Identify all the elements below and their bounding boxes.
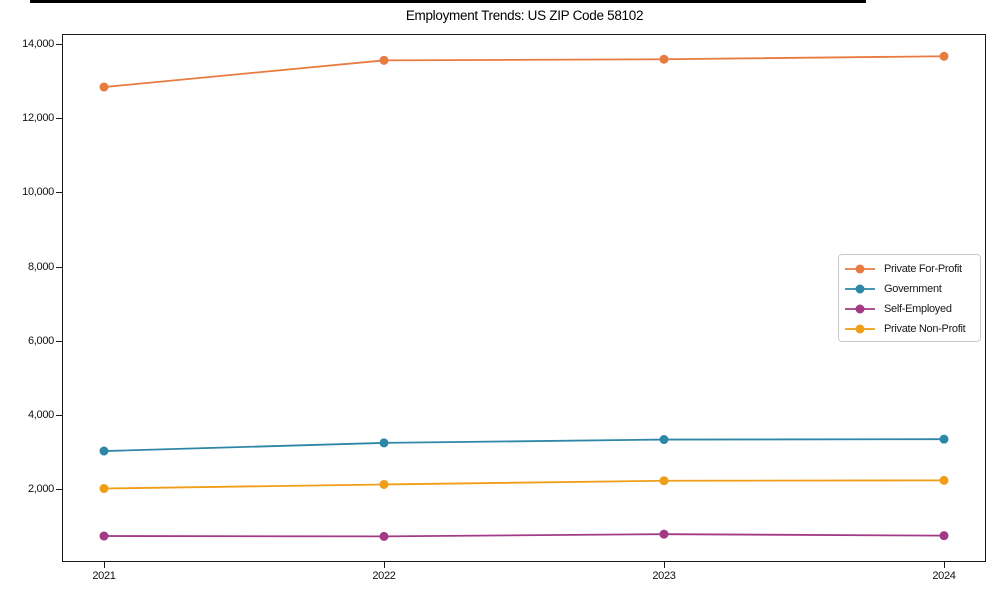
legend-item-private-for-profit: Private For-Profit — [839, 259, 980, 279]
legend-label: Government — [884, 283, 942, 295]
legend-swatch-icon — [845, 304, 875, 314]
top-edge-artifact — [30, 0, 866, 3]
x-tick-mark — [103, 562, 105, 568]
legend-label: Private Non-Profit — [884, 323, 966, 335]
y-tick-mark — [56, 192, 62, 194]
x-tick-label: 2022 — [372, 570, 396, 582]
legend-item-self-employed: Self-Employed — [839, 299, 980, 319]
legend-label: Self-Employed — [884, 303, 952, 315]
legend-label: Private For-Profit — [884, 263, 962, 275]
plot-area — [62, 34, 986, 562]
legend-item-private-non-profit: Private Non-Profit — [839, 319, 980, 339]
legend-item-government: Government — [839, 279, 980, 299]
y-tick-label: 4,000 — [27, 408, 54, 421]
y-tick-label: 8,000 — [27, 260, 54, 273]
y-tick-mark — [56, 340, 62, 342]
x-tick-label: 2024 — [932, 570, 956, 582]
y-tick-label: 10,000 — [22, 186, 54, 199]
x-tick-label: 2021 — [92, 570, 116, 582]
legend-swatch-icon — [845, 324, 875, 334]
y-tick-label: 6,000 — [27, 334, 54, 347]
y-tick-label: 14,000 — [22, 37, 54, 50]
chart-title: Employment Trends: US ZIP Code 58102 — [405, 8, 644, 23]
y-tick-mark — [56, 414, 62, 416]
y-tick-mark — [56, 43, 62, 45]
y-tick-label: 12,000 — [22, 112, 54, 125]
x-tick-label: 2023 — [652, 570, 676, 582]
legend-swatch-icon — [845, 284, 875, 294]
x-tick-mark — [943, 562, 945, 568]
x-tick-mark — [383, 562, 385, 568]
y-tick-mark — [56, 489, 62, 491]
y-tick-mark — [56, 266, 62, 268]
y-tick-label: 2,000 — [27, 483, 54, 496]
y-tick-mark — [56, 118, 62, 120]
legend: Private For-Profit Government Self-Employe… — [838, 254, 981, 342]
legend-swatch-icon — [845, 264, 875, 274]
x-tick-mark — [663, 562, 665, 568]
